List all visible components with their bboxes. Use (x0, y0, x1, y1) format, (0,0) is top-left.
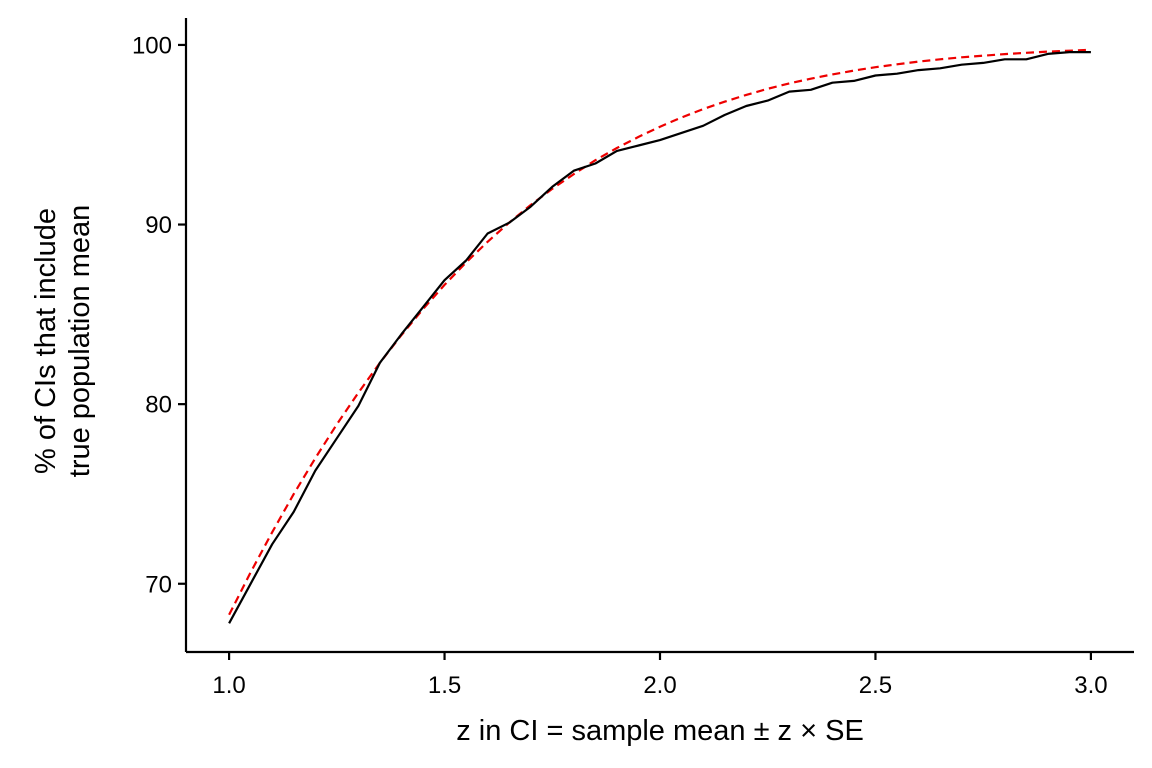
y-tick-label: 70 (145, 571, 172, 598)
y-axis-title-line: % of CIs that include (30, 208, 62, 474)
labels-layer: 1.0 1.5 2.0 2.5 3.0 70 80 90 100 z in CI = sample… (30, 32, 1108, 747)
y-tick-label: 100 (132, 32, 172, 59)
x-tick-label: 2.5 (859, 672, 892, 699)
series-layer (228, 48, 1091, 624)
x-tick-label: 1.0 (212, 672, 245, 699)
x-tick-label: 3.0 (1074, 672, 1107, 699)
series-line-solid (228, 50, 1091, 624)
y-tick-label: 90 (145, 212, 172, 239)
y-tick-label: 80 (145, 392, 172, 419)
x-axis-title: z in CI = sample mean ± z × SE (456, 715, 864, 747)
x-tick-label: 2.0 (643, 672, 676, 699)
axes-layer (178, 18, 1134, 660)
y-axis-title-line: true population mean (64, 205, 96, 477)
x-tick-label: 1.5 (428, 672, 461, 699)
y-axis-title: % of CIs that includetrue population mea… (30, 205, 96, 477)
series-line-dashed (228, 48, 1091, 616)
